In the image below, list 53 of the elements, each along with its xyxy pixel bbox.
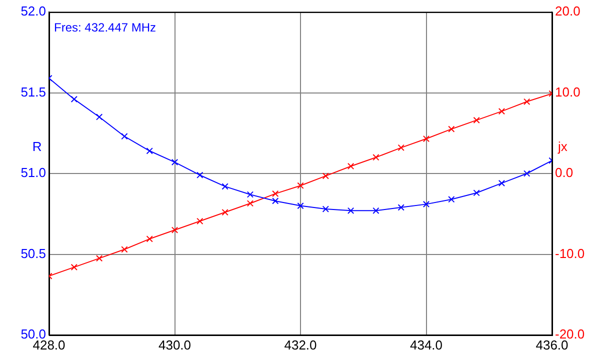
x-tick-label: 430.0 [158, 337, 192, 352]
point [297, 182, 304, 189]
y-axis-title: R [32, 139, 42, 154]
point [272, 190, 279, 198]
point [473, 190, 480, 196]
point [372, 154, 380, 161]
point [196, 172, 204, 178]
y-tick-label: 50.5 [20, 246, 46, 261]
point [297, 202, 304, 210]
point [422, 200, 430, 208]
point [70, 96, 78, 103]
point [347, 207, 354, 214]
point [96, 254, 103, 262]
y-tick-label: 52.0 [20, 4, 46, 19]
point [398, 144, 404, 151]
point [272, 198, 279, 204]
point [146, 148, 153, 154]
point [171, 226, 178, 234]
point [322, 206, 329, 212]
point [222, 208, 228, 216]
y2-tick-label: 20.0 [555, 4, 580, 19]
point [70, 264, 78, 270]
point [473, 116, 480, 124]
point [372, 207, 380, 214]
point [121, 246, 128, 253]
point [347, 162, 354, 170]
y2-tick-label: 0.0 [555, 165, 574, 180]
y2-tick-label: -10.0 [555, 246, 585, 261]
point [322, 172, 329, 180]
x-tick-label: 434.0 [410, 337, 443, 352]
point [246, 191, 254, 198]
point [498, 180, 506, 187]
annotation: Fres: 432.447 MHz [54, 20, 156, 34]
point [498, 108, 506, 115]
y2-tick-label: 10.0 [555, 84, 580, 100]
point [96, 114, 103, 120]
y-tick-label: 51.0 [20, 165, 46, 180]
y-tick-label: 51.5 [20, 84, 46, 100]
point [398, 204, 404, 211]
x-tick-label: 432.0 [284, 337, 317, 352]
point [246, 200, 254, 207]
point [121, 133, 128, 140]
y2-axis-title: jx [557, 139, 568, 154]
point [171, 158, 178, 166]
point [448, 126, 455, 132]
point [146, 236, 153, 242]
point [524, 170, 530, 177]
point [448, 196, 455, 203]
point [196, 218, 204, 224]
x-tick-label: 436.0 [536, 337, 568, 352]
point [222, 183, 228, 190]
point [524, 98, 530, 105]
point [422, 135, 430, 142]
